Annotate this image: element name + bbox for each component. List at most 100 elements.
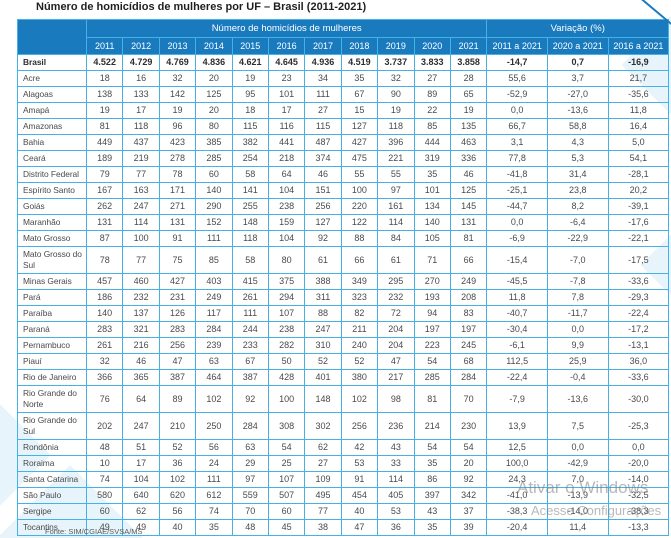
row-label: Rondônia: [17, 439, 87, 456]
table-row: Rio Grande do Norte 76 64 89 102 92 100 148 102 9…: [17, 385, 670, 413]
cell-value: -30,4: [486, 321, 548, 338]
table-row: Rio Grande do Sul 202 247 210 250 284 308 302 25…: [17, 412, 670, 440]
cell-value: 76: [85, 385, 124, 413]
cell-value: 221: [377, 150, 415, 167]
cell-value: 20: [195, 70, 233, 87]
cell-value: 61: [377, 246, 415, 274]
cell-value: 127: [304, 214, 342, 231]
cell-value: 0,0: [486, 102, 548, 119]
cell-value: -28,1: [607, 166, 670, 183]
cell-value: 72: [377, 305, 415, 322]
cell-value: -41,0: [486, 487, 548, 504]
cell-value: 5,0: [607, 134, 670, 151]
cell-value: 247: [122, 412, 160, 440]
cell-value: -22,9: [546, 230, 609, 247]
cell-value: 78: [158, 166, 197, 183]
cell-value: 211: [340, 321, 379, 338]
cell-value: 387: [231, 369, 269, 386]
cell-value: -0,4: [546, 369, 609, 386]
cell-value: 284: [195, 321, 233, 338]
cell-value: 507: [267, 487, 306, 504]
cell-value: 256: [158, 337, 197, 354]
cell-value: 218: [267, 150, 306, 167]
row-label: Piauí: [17, 353, 87, 370]
cell-value: 109: [304, 471, 342, 488]
cell-value: 140: [413, 214, 451, 231]
cell-value: 382: [231, 134, 269, 151]
cell-value: 131: [158, 214, 197, 231]
cell-value: 84: [377, 230, 415, 247]
cell-value: 89: [413, 86, 451, 103]
row-label: Amapá: [17, 102, 87, 119]
cell-value: 27: [304, 455, 342, 472]
cell-value: 91: [158, 230, 197, 247]
cell-value: 0,0: [486, 214, 548, 231]
column-header: 2020: [413, 37, 451, 55]
cell-value: 54: [413, 439, 451, 456]
cell-value: 233: [231, 337, 269, 354]
blank-corner-cell: [17, 19, 87, 55]
cell-value: 89: [158, 385, 197, 413]
cell-value: 19: [377, 102, 415, 119]
cell-value: 40: [158, 519, 197, 536]
cell-value: 17: [122, 455, 160, 472]
cell-value: 49: [85, 519, 124, 536]
cell-value: 323: [340, 289, 379, 306]
cell-value: 0,0: [607, 439, 670, 456]
table-row: Alagoas 138 133 142 125 95 101 111 67 90 89 65 -52,9…: [17, 86, 670, 103]
row-label: Brasil: [17, 54, 87, 71]
row-label: São Paulo: [17, 487, 87, 504]
cell-value: 105: [413, 230, 451, 247]
cell-value: 63: [195, 353, 233, 370]
cell-value: 52: [158, 439, 197, 456]
cell-value: 271: [158, 198, 197, 215]
cell-value: 35: [195, 519, 233, 536]
cell-value: 11,4: [546, 519, 609, 536]
table-row: Espírito Santo 167 163 171 140 141 104 151 100 97…: [17, 182, 670, 199]
cell-value: 151: [304, 182, 342, 199]
cell-value: 27: [413, 70, 451, 87]
cell-value: 0,0: [546, 321, 609, 338]
cell-value: 87: [85, 230, 124, 247]
cell-value: 9,9: [546, 337, 609, 354]
cell-value: 4.645: [267, 54, 306, 71]
cell-value: 294: [267, 289, 306, 306]
cell-value: 238: [267, 198, 306, 215]
cell-value: 284: [231, 412, 269, 440]
row-label: Amazonas: [17, 118, 87, 135]
cell-value: 3,1: [486, 134, 548, 151]
table-row: Brasil 4.522 4.729 4.769 4.836 4.621 4.645 4.93…: [17, 54, 670, 71]
cell-value: 208: [449, 289, 488, 306]
cell-value: 82: [340, 305, 379, 322]
cell-value: -7,0: [546, 246, 609, 274]
cell-value: 366: [85, 369, 124, 386]
cell-value: 256: [304, 198, 342, 215]
cell-value: 457: [85, 273, 124, 290]
cell-value: 283: [158, 321, 197, 338]
cell-value: 375: [267, 273, 306, 290]
table-row: Amazonas 81 118 96 80 115 116 115 127 118 85 135 66,…: [17, 118, 670, 135]
cell-value: 23,8: [546, 182, 609, 199]
cell-value: 100: [122, 230, 160, 247]
cell-value: 193: [413, 289, 451, 306]
cell-value: 92: [304, 230, 342, 247]
cell-value: -52,9: [486, 86, 548, 103]
cell-value: 46: [304, 166, 342, 183]
cell-value: 612: [195, 487, 233, 504]
cell-value: 48: [231, 519, 269, 536]
cell-value: 20,2: [607, 182, 670, 199]
cell-value: 96: [158, 118, 197, 135]
table-row: São Paulo 580 640 620 612 559 507 495 454 405 397 3…: [17, 487, 670, 504]
cell-value: 107: [267, 471, 306, 488]
cell-value: 232: [122, 289, 160, 306]
table-row: Rio de Janeiro 366 365 387 464 387 428 401 380 21…: [17, 369, 670, 386]
cell-value: -25,3: [607, 412, 670, 440]
cell-value: 65: [449, 86, 488, 103]
table-row: Minas Gerais 457 460 427 403 415 375 388 349 295 2…: [17, 273, 670, 290]
cell-value: -22,4: [486, 369, 548, 386]
cell-value: 405: [377, 487, 415, 504]
cell-value: 131: [85, 214, 124, 231]
cell-value: 117: [195, 305, 233, 322]
cell-value: 261: [85, 337, 124, 354]
